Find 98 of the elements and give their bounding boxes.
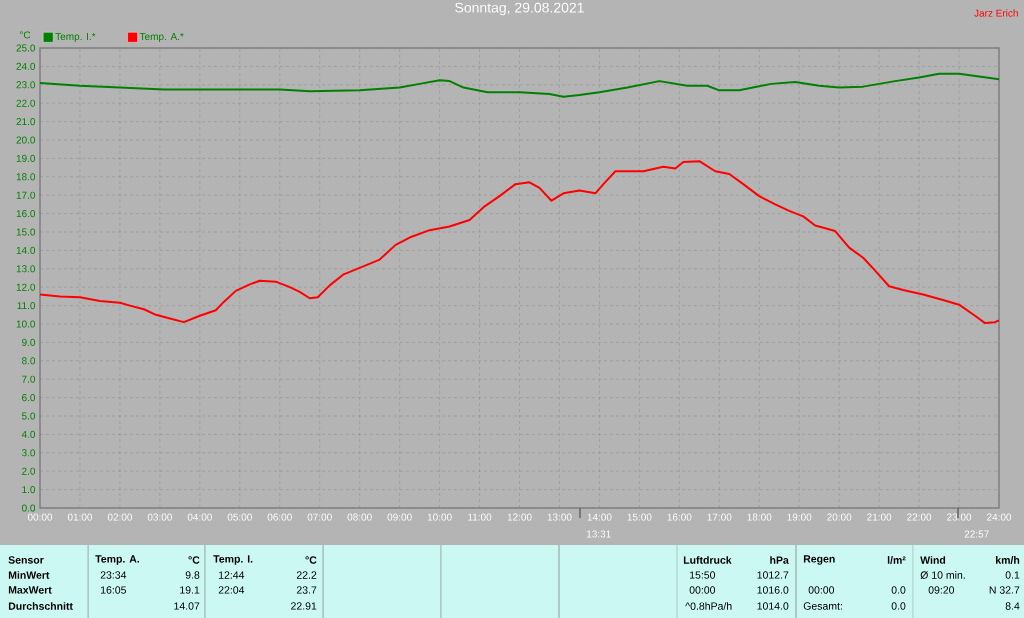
y-tick-label: 1.0	[22, 486, 36, 494]
text: km/h	[996, 556, 1020, 564]
text: 00:00	[808, 586, 835, 594]
text: 15:50	[690, 571, 716, 579]
y-tick-label: 0.0	[21, 504, 36, 512]
x-tick-label: 00:00	[27, 513, 53, 521]
text: Durchschnitt	[8, 602, 73, 610]
x-tick-label: 07:00	[307, 513, 332, 521]
text: 1012.7	[757, 571, 789, 579]
x-tick-label: 14:00	[587, 513, 612, 521]
text: 8.4	[1005, 602, 1020, 610]
text: Regen	[803, 555, 835, 565]
x-tick-label: 18:00	[747, 513, 772, 521]
text: 9.8	[185, 571, 200, 579]
text: °C	[188, 556, 200, 564]
x-tick-label: 23:00	[947, 513, 972, 521]
text: 22.2	[296, 571, 317, 579]
x-tick-label: 21:00	[867, 513, 892, 521]
text: Temp. I.	[213, 555, 253, 565]
y-tick-label: 4.0	[21, 430, 36, 438]
y-tick-label: 2.0	[22, 467, 36, 475]
text: N 32.7	[989, 586, 1020, 594]
x-tick-label: 12:00	[507, 513, 532, 521]
x-tick-label: 03:00	[147, 513, 172, 521]
y-tick-label: 11.0	[17, 302, 36, 310]
y-tick-label: 10.0	[16, 320, 36, 328]
x-tick-label: 15:00	[627, 513, 652, 521]
text: ^0.8hPa/h	[685, 602, 732, 610]
chart-title: Sonntag, 29.08.2021	[455, 2, 584, 16]
y-tick-label: 13.0	[16, 265, 36, 273]
y-tick-label: 20.0	[16, 136, 36, 144]
text: 13:31	[586, 530, 611, 538]
text: l/m²	[887, 556, 906, 564]
legend-label: Temp. I.*	[55, 33, 96, 43]
legend-label: Temp. A.*	[139, 33, 184, 43]
y-tick-label: 23.0	[16, 81, 36, 89]
text: Wind	[920, 556, 946, 564]
text: MaxWert	[8, 586, 52, 594]
y-tick-label: 17.0	[16, 191, 36, 199]
line-series	[39, 72, 1001, 98]
text: 16:05	[101, 586, 127, 594]
text: 12:44	[219, 571, 245, 579]
x-tick-label: 06:00	[267, 513, 292, 521]
x-tick-label: 08:00	[347, 513, 372, 521]
y-tick-label: 9.0	[22, 338, 36, 346]
text: 09:20	[928, 586, 955, 594]
y-axis-title: °C	[19, 31, 31, 39]
text: 0.0	[891, 602, 906, 610]
text: 22:57	[964, 530, 989, 538]
x-tick-label: 20:00	[827, 513, 852, 521]
text: 00:00	[689, 586, 716, 594]
x-tick-label: 24:00	[987, 513, 1012, 521]
text: Ø 10 min.	[920, 571, 965, 579]
y-tick-label: 15.0	[16, 228, 36, 236]
y-tick-label: 24.0	[16, 62, 36, 70]
y-tick-label: 18.0	[16, 173, 36, 181]
text: 22:04	[218, 586, 245, 594]
text: Temp. A.	[95, 555, 140, 565]
y-tick-label: 16.0	[16, 210, 36, 218]
text: 23.7	[296, 586, 317, 594]
text: Jarz Erich	[974, 9, 1018, 17]
x-tick-label: 16:00	[667, 513, 692, 521]
x-tick-label: 04:00	[187, 513, 212, 521]
y-tick-label: 19.0	[16, 154, 36, 162]
x-tick-label: 13:00	[547, 513, 572, 521]
y-tick-label: 7.0	[22, 375, 36, 383]
text: 19.1	[180, 586, 200, 594]
text: 22.91	[291, 602, 317, 610]
y-tick-label: 21.0	[16, 118, 36, 126]
text: hPa	[770, 556, 789, 564]
x-tick-label: 02:00	[107, 513, 133, 521]
text: 1014.0	[757, 602, 789, 610]
text: 1016.0	[757, 586, 789, 594]
text: Luftdruck	[683, 556, 732, 564]
y-tick-label: 12.0	[16, 283, 36, 291]
text: Gesamt:	[803, 602, 842, 610]
y-tick-label: 25.0	[16, 44, 36, 52]
y-tick-label: 8.0	[22, 357, 36, 365]
text: 14.07	[174, 602, 200, 610]
y-tick-label: 14.0	[16, 246, 36, 254]
text: MinWert	[8, 571, 50, 579]
x-tick-label: 10:00	[427, 513, 452, 521]
x-tick-label: 05:00	[227, 513, 252, 521]
x-tick-label: 11:00	[468, 513, 492, 521]
x-tick-label: 01:00	[67, 513, 93, 521]
x-tick-label: 17:00	[707, 513, 732, 521]
x-tick-label: 22:00	[907, 513, 932, 521]
y-tick-label: 3.0	[21, 449, 36, 457]
text: °C	[305, 556, 317, 564]
text: 0.1	[1005, 571, 1020, 579]
y-tick-label: 22.0	[16, 99, 36, 107]
text: Sensor	[8, 556, 44, 564]
x-tick-label: 19:00	[787, 513, 812, 521]
text: 0.0	[891, 586, 906, 594]
x-tick-label: 09:00	[387, 513, 412, 521]
text: 23:34	[100, 571, 127, 579]
y-tick-label: 5.0	[21, 412, 36, 420]
y-tick-label: 6.0	[22, 394, 36, 402]
